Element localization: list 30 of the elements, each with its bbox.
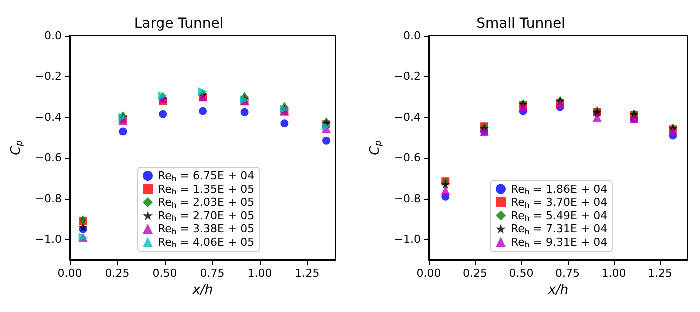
y-tick-label: −0.4 xyxy=(394,110,421,124)
y-tick-label: 0.0 xyxy=(404,30,421,42)
y-axis-title: Cp xyxy=(368,140,384,156)
x-axis-title: x/h xyxy=(192,283,214,298)
y-tick-label: −1.0 xyxy=(394,233,421,246)
y-tick-label: −0.2 xyxy=(35,70,62,84)
x-tick-label: 0.00 xyxy=(416,267,442,280)
y-tick-label: −0.6 xyxy=(394,152,421,165)
x-tick-label: 0.75 xyxy=(200,267,225,280)
x-tick-label: 1.00 xyxy=(248,267,272,280)
x-tick-label: 0.25 xyxy=(463,267,488,280)
y-tick-label: 0.0 xyxy=(44,30,62,42)
x-tick-label: 0.50 xyxy=(509,267,534,280)
y-tick-label: −0.6 xyxy=(35,152,62,165)
x-tick-label: 0.25 xyxy=(105,267,130,280)
x-tick-label: 1.25 xyxy=(648,267,672,280)
x-tick-label: 0.50 xyxy=(152,267,178,280)
y-tick-label: −0.4 xyxy=(35,110,62,124)
y-tick-label: −0.8 xyxy=(35,192,62,206)
y-tick-label: −1.0 xyxy=(35,233,62,246)
x-tick-label: 0.00 xyxy=(58,267,82,280)
x-axis-title: x/h xyxy=(547,283,569,298)
chart-title: Small Tunnel xyxy=(476,16,566,32)
y-tick-label: −0.8 xyxy=(394,192,421,206)
x-tick-label: 0.75 xyxy=(556,267,580,280)
y-axis-title: Cp xyxy=(9,140,25,156)
x-tick-label: 1.00 xyxy=(602,267,626,280)
x-tick-label: 1.25 xyxy=(295,267,320,280)
chart-title: Large Tunnel xyxy=(134,16,224,32)
y-tick-label: −0.2 xyxy=(394,70,421,84)
